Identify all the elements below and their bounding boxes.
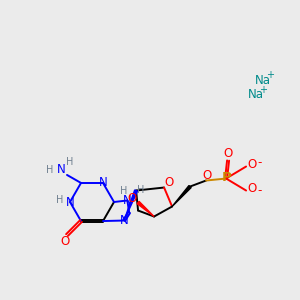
Text: O: O [164,176,174,189]
Text: H: H [56,195,64,205]
Text: O: O [128,192,137,205]
Text: Na: Na [248,88,264,101]
Text: +: + [259,85,267,95]
Text: N: N [66,196,74,208]
Text: H: H [120,185,128,196]
Text: H: H [46,165,54,175]
Text: -: - [257,156,261,169]
Text: -: - [257,184,261,197]
Text: N: N [120,214,128,227]
Text: O: O [60,235,70,248]
Text: O: O [248,158,257,171]
Text: H: H [66,157,74,167]
Text: O: O [202,169,212,182]
Polygon shape [124,190,137,220]
Text: Na: Na [255,74,271,86]
Text: P: P [222,171,232,184]
Text: +: + [266,70,274,80]
Text: N: N [57,164,65,176]
Polygon shape [137,201,154,217]
Text: N: N [99,176,107,189]
Text: H: H [137,184,145,194]
Text: O: O [248,182,257,195]
Text: N: N [123,194,132,207]
Polygon shape [172,185,191,206]
Text: O: O [224,147,233,160]
